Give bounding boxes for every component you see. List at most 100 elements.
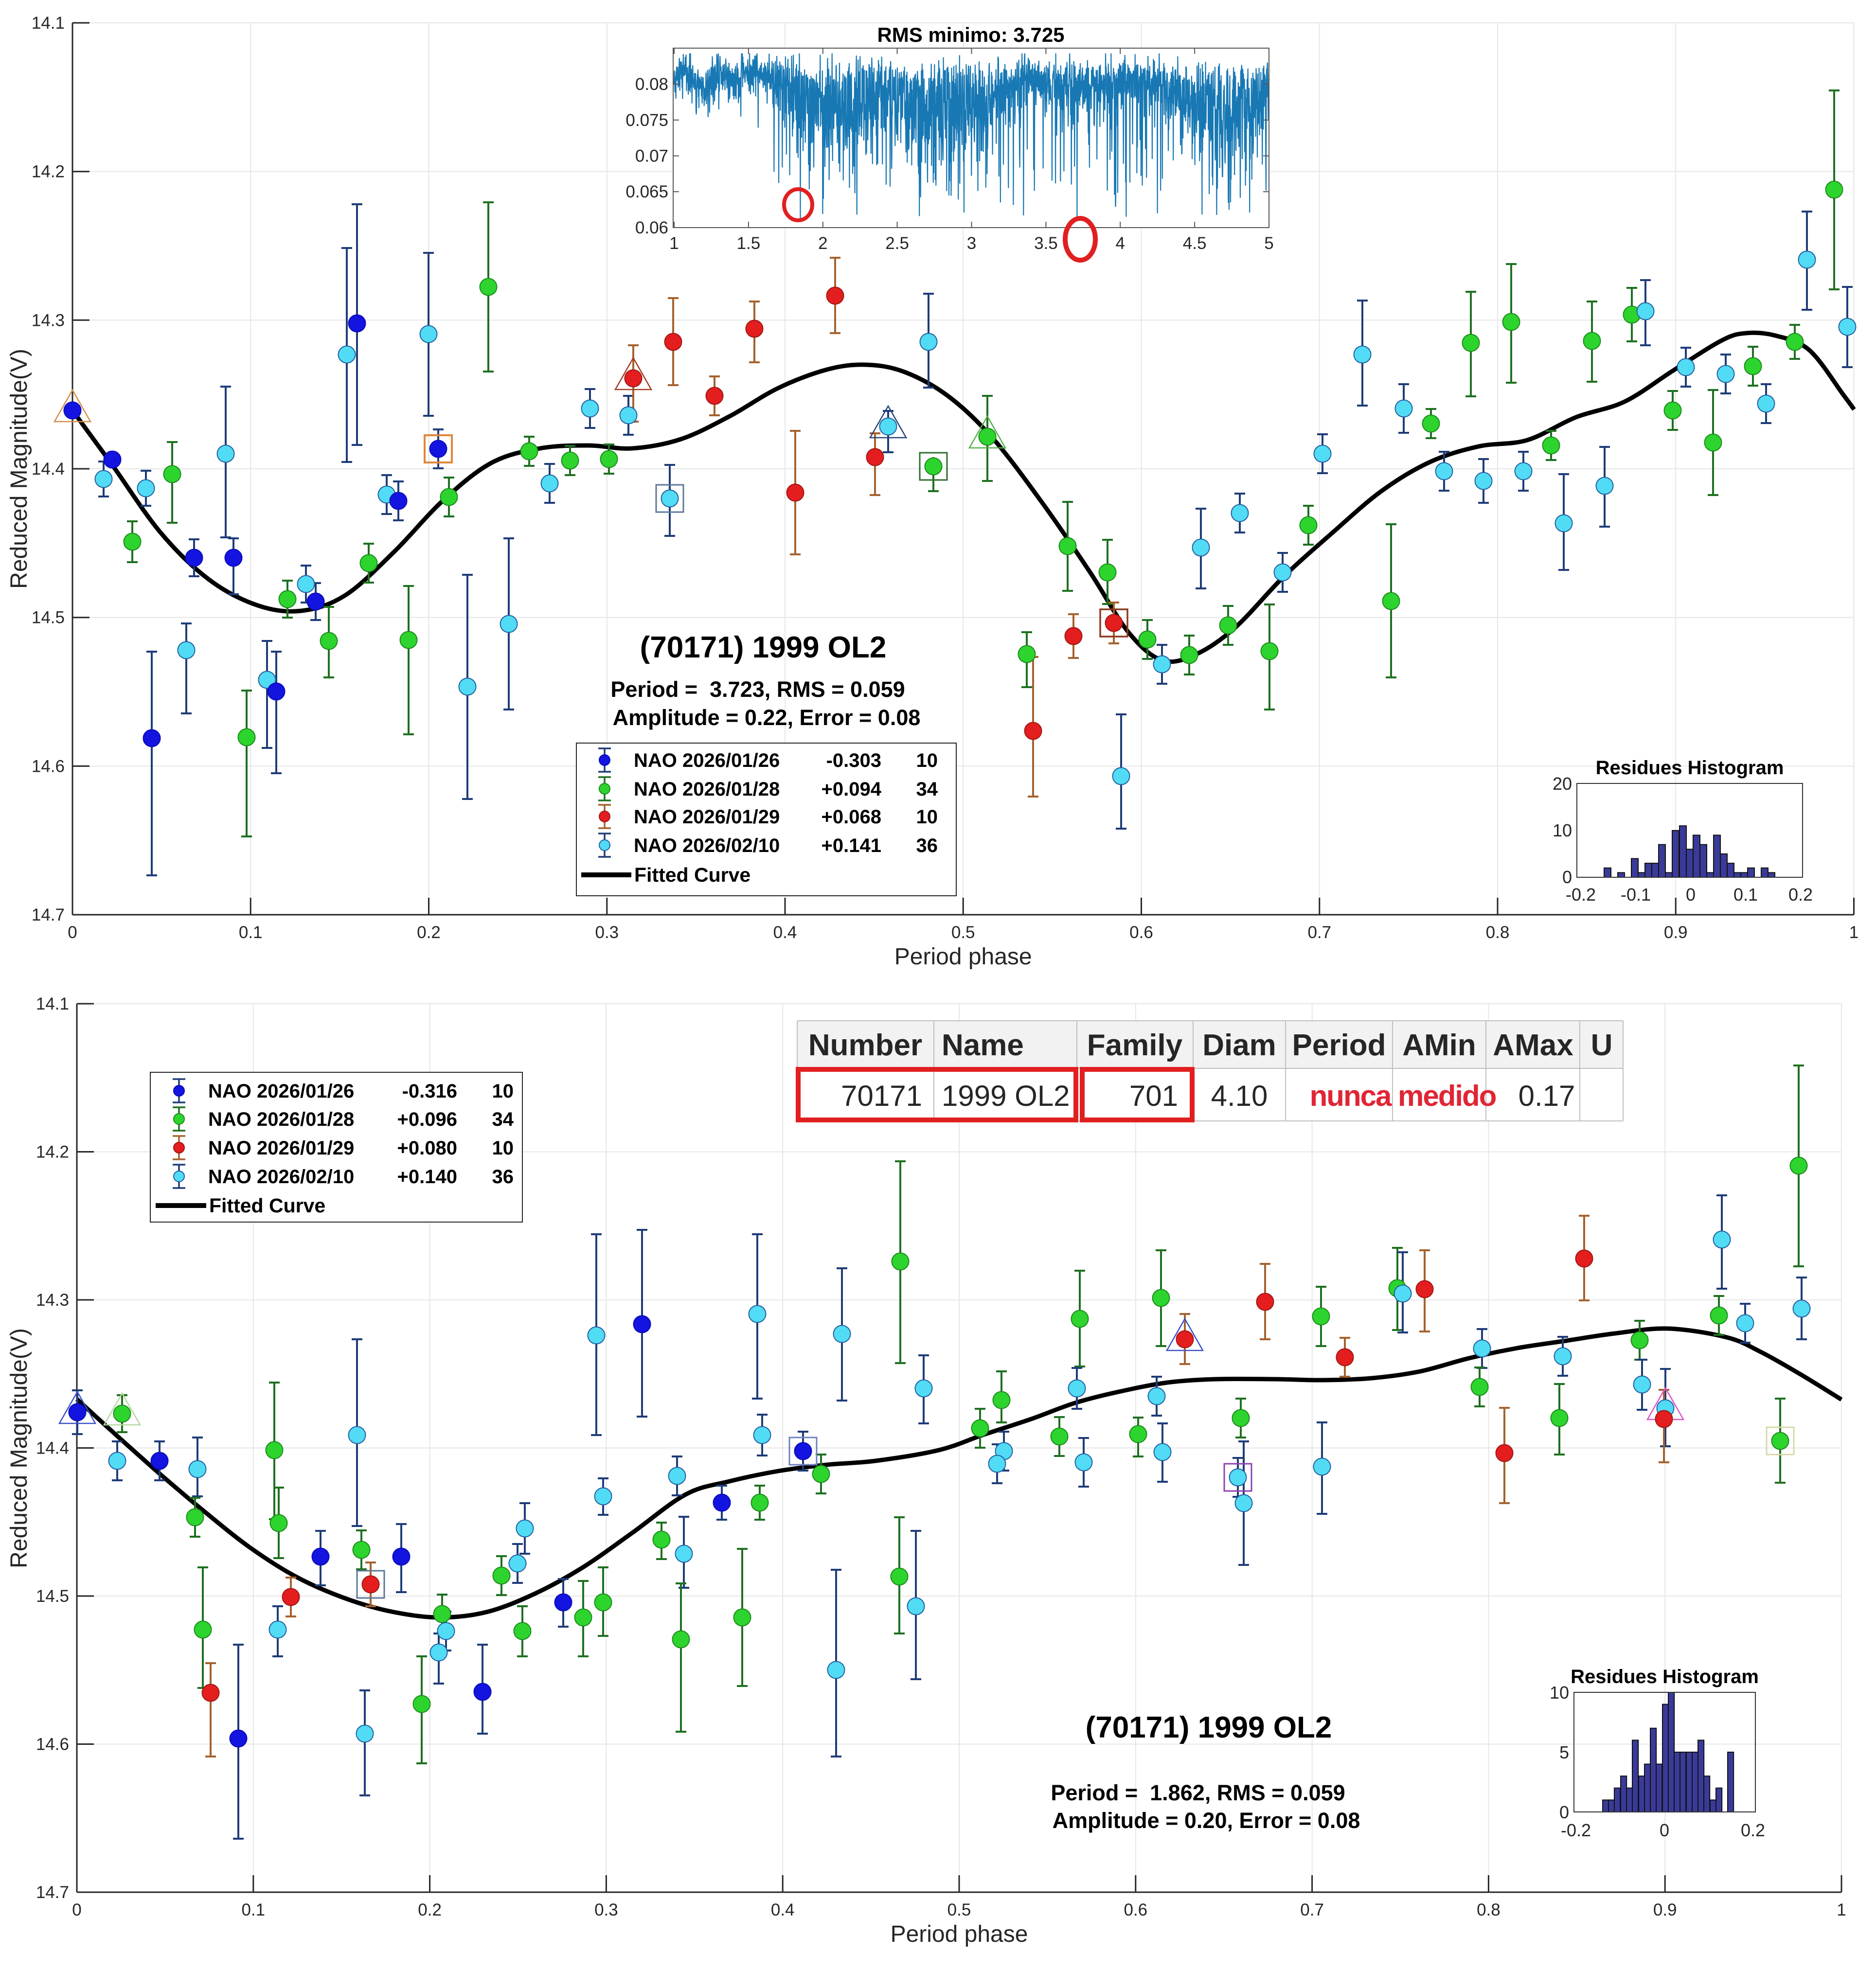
- svg-text:0.2: 0.2: [417, 923, 441, 942]
- svg-text:(70171) 1999 OL2: (70171) 1999 OL2: [1086, 1711, 1332, 1744]
- svg-text:36: 36: [916, 835, 938, 856]
- svg-text:0.9: 0.9: [1664, 923, 1688, 942]
- svg-text:14.7: 14.7: [36, 1883, 69, 1902]
- svg-text:0: 0: [1660, 1820, 1669, 1840]
- svg-text:0.06: 0.06: [635, 218, 668, 237]
- svg-text:NAO 2026/01/29: NAO 2026/01/29: [208, 1137, 354, 1159]
- svg-text:0.8: 0.8: [1477, 1900, 1501, 1919]
- svg-text:0.2: 0.2: [1788, 885, 1813, 905]
- svg-text:34: 34: [916, 779, 938, 800]
- svg-text:Period = 1.862, RMS = 0.059: Period = 1.862, RMS = 0.059: [1051, 1780, 1345, 1805]
- svg-text:0: 0: [1559, 1802, 1569, 1822]
- svg-text:-0.303: -0.303: [826, 750, 881, 771]
- svg-text:AMin: AMin: [1402, 1029, 1476, 1062]
- svg-text:NAO 2026/01/28: NAO 2026/01/28: [634, 779, 780, 800]
- svg-text:-0.316: -0.316: [402, 1081, 457, 1102]
- svg-text:5: 5: [1264, 234, 1273, 253]
- svg-text:0.065: 0.065: [625, 182, 668, 201]
- svg-text:1: 1: [669, 234, 679, 253]
- svg-text:+0.080: +0.080: [397, 1137, 457, 1159]
- svg-text:14.1: 14.1: [32, 14, 65, 33]
- svg-text:4: 4: [1115, 234, 1125, 253]
- svg-text:0.1: 0.1: [241, 1900, 265, 1919]
- svg-text:+0.068: +0.068: [822, 806, 881, 828]
- svg-text:14.6: 14.6: [32, 757, 65, 776]
- svg-text:Period: Period: [1292, 1029, 1386, 1062]
- svg-text:0.4: 0.4: [771, 1900, 795, 1919]
- svg-text:0.1: 0.1: [239, 923, 263, 942]
- svg-text:14.2: 14.2: [36, 1143, 69, 1162]
- svg-text:+0.096: +0.096: [397, 1109, 457, 1130]
- svg-text:0.075: 0.075: [625, 111, 668, 130]
- svg-text:14.3: 14.3: [36, 1291, 69, 1310]
- svg-text:10: 10: [1553, 820, 1572, 840]
- svg-text:-0.1: -0.1: [1621, 885, 1651, 905]
- svg-text:0.1: 0.1: [1733, 885, 1758, 905]
- svg-text:4.5: 4.5: [1183, 234, 1207, 253]
- svg-text:70171: 70171: [841, 1080, 922, 1112]
- svg-text:14.5: 14.5: [36, 1587, 69, 1606]
- svg-text:+0.094: +0.094: [822, 779, 882, 800]
- svg-text:Family: Family: [1087, 1029, 1183, 1062]
- svg-text:Fitted Curve: Fitted Curve: [209, 1194, 325, 1217]
- svg-text:NAO 2026/02/10: NAO 2026/02/10: [208, 1166, 354, 1188]
- svg-text:5: 5: [1559, 1742, 1569, 1762]
- svg-text:1: 1: [1849, 923, 1858, 942]
- svg-text:0.08: 0.08: [635, 75, 668, 94]
- svg-text:Amplitude = 0.22, Error = 0.08: Amplitude = 0.22, Error = 0.08: [613, 705, 921, 730]
- svg-text:Name: Name: [942, 1029, 1024, 1062]
- svg-text:0.2: 0.2: [1741, 1820, 1765, 1840]
- svg-text:+0.141: +0.141: [822, 835, 881, 856]
- svg-text:10: 10: [492, 1081, 514, 1102]
- svg-text:36: 36: [492, 1166, 514, 1188]
- svg-text:AMax: AMax: [1493, 1029, 1573, 1062]
- svg-text:0.07: 0.07: [635, 147, 668, 166]
- svg-text:1999 OL2: 1999 OL2: [942, 1080, 1070, 1112]
- svg-text:0: 0: [72, 1900, 81, 1919]
- svg-text:20: 20: [1553, 774, 1572, 794]
- svg-text:3: 3: [967, 234, 976, 253]
- svg-text:0.4: 0.4: [773, 923, 797, 942]
- svg-text:1.5: 1.5: [737, 234, 761, 253]
- svg-text:Period phase: Period phase: [891, 1921, 1028, 1947]
- svg-text:14.4: 14.4: [32, 460, 65, 479]
- svg-text:-0.2: -0.2: [1566, 885, 1596, 905]
- svg-text:Number: Number: [808, 1029, 922, 1062]
- svg-text:0.7: 0.7: [1300, 1900, 1324, 1919]
- svg-text:Diam: Diam: [1202, 1029, 1276, 1062]
- svg-text:0.5: 0.5: [951, 923, 975, 942]
- svg-text:Residues Histogram: Residues Histogram: [1596, 757, 1784, 779]
- svg-text:(70171) 1999 OL2: (70171) 1999 OL2: [640, 631, 887, 664]
- svg-text:4.10: 4.10: [1211, 1080, 1268, 1112]
- svg-text:3.5: 3.5: [1034, 234, 1058, 253]
- svg-text:0.2: 0.2: [418, 1900, 442, 1919]
- svg-text:+0.140: +0.140: [397, 1166, 457, 1188]
- svg-text:Residues Histogram: Residues Histogram: [1571, 1666, 1759, 1687]
- svg-text:Amplitude = 0.20, Error = 0.08: Amplitude = 0.20, Error = 0.08: [1053, 1808, 1360, 1833]
- svg-text:10: 10: [916, 806, 938, 828]
- svg-text:14.3: 14.3: [32, 311, 65, 330]
- svg-text:14.7: 14.7: [32, 905, 65, 924]
- svg-text:14.2: 14.2: [32, 162, 65, 181]
- svg-text:0.7: 0.7: [1307, 923, 1331, 942]
- svg-text:0.8: 0.8: [1486, 923, 1510, 942]
- svg-text:2.5: 2.5: [885, 234, 909, 253]
- svg-text:-0.2: -0.2: [1561, 1820, 1591, 1840]
- svg-text:Period phase: Period phase: [894, 944, 1032, 970]
- svg-text:Reduced Magnitude(V): Reduced Magnitude(V): [6, 349, 32, 589]
- svg-text:1: 1: [1837, 1900, 1846, 1919]
- svg-text:Reduced Magnitude(V): Reduced Magnitude(V): [6, 1328, 32, 1568]
- svg-text:NAO 2026/02/10: NAO 2026/02/10: [634, 835, 780, 856]
- svg-text:34: 34: [492, 1109, 514, 1130]
- svg-text:10: 10: [916, 750, 938, 771]
- svg-text:NAO 2026/01/26: NAO 2026/01/26: [634, 750, 780, 771]
- svg-text:U: U: [1591, 1029, 1613, 1062]
- svg-text:0.5: 0.5: [947, 1900, 971, 1919]
- svg-text:2: 2: [818, 234, 827, 253]
- svg-text:14.5: 14.5: [32, 608, 65, 627]
- svg-text:0.3: 0.3: [594, 1900, 618, 1919]
- svg-text:0: 0: [1686, 885, 1696, 905]
- svg-text:Fitted Curve: Fitted Curve: [634, 864, 750, 886]
- svg-text:0.6: 0.6: [1129, 923, 1153, 942]
- svg-text:NAO 2026/01/28: NAO 2026/01/28: [208, 1109, 354, 1130]
